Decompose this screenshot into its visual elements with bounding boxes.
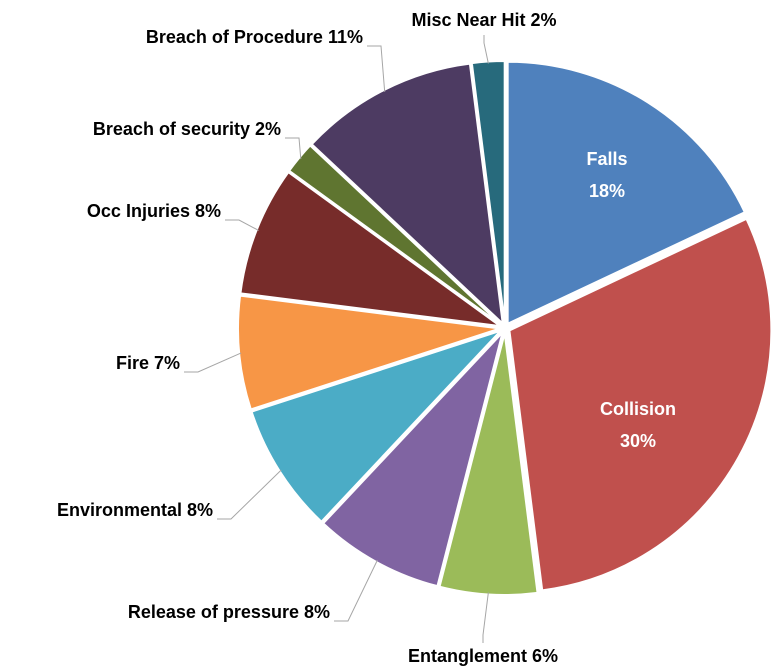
slice-label: Collision 30% (600, 399, 676, 451)
slice-label: Entanglement 6% (408, 646, 558, 666)
leader-line (483, 35, 489, 64)
slice-label: Falls 18% (586, 149, 627, 201)
pie-slice (310, 62, 505, 327)
category-label: Falls (586, 149, 627, 169)
category-label: Release of pressure (128, 602, 299, 622)
value-label: 18% (589, 181, 625, 201)
leader-line (334, 560, 378, 622)
category-label: Breach of security (93, 119, 250, 139)
category-label: Environmental (57, 500, 182, 520)
category-label: Breach of Procedure (146, 27, 323, 47)
value-label: 30% (620, 431, 656, 451)
category-label: Entanglement (408, 646, 527, 666)
value-label: 7% (154, 353, 180, 373)
value-label: 2% (255, 119, 281, 139)
leader-line (482, 592, 489, 643)
category-label: Collision (600, 399, 676, 419)
value-label: 2% (531, 10, 557, 30)
slice-label: Environmental 8% (57, 500, 213, 520)
pie-slice (237, 294, 501, 411)
leader-line (225, 219, 259, 231)
slice-label: Fire 7% (116, 353, 180, 373)
pie-slice (506, 60, 747, 326)
value-label: 6% (532, 646, 558, 666)
slice-label: Release of pressure 8% (128, 602, 330, 622)
slice-label: Breach of security 2% (93, 119, 281, 139)
pie-slice (508, 217, 773, 592)
slice-label: Occ Injuries 8% (87, 201, 221, 221)
slice-label: Misc Near Hit 2% (411, 10, 556, 30)
leader-line (217, 469, 282, 520)
pie-slice (287, 144, 502, 326)
value-label: 11% (328, 27, 363, 47)
value-label: 8% (187, 500, 213, 520)
leader-line (285, 137, 302, 160)
value-label: 8% (304, 602, 330, 622)
leader-line (184, 352, 242, 373)
slice-label: Breach of Procedure 11% (146, 27, 363, 47)
category-label: Misc Near Hit (411, 10, 525, 30)
category-label: Fire (116, 353, 149, 373)
value-label: 8% (195, 201, 221, 221)
leader-line (367, 45, 386, 92)
category-label: Occ Injuries (87, 201, 190, 221)
